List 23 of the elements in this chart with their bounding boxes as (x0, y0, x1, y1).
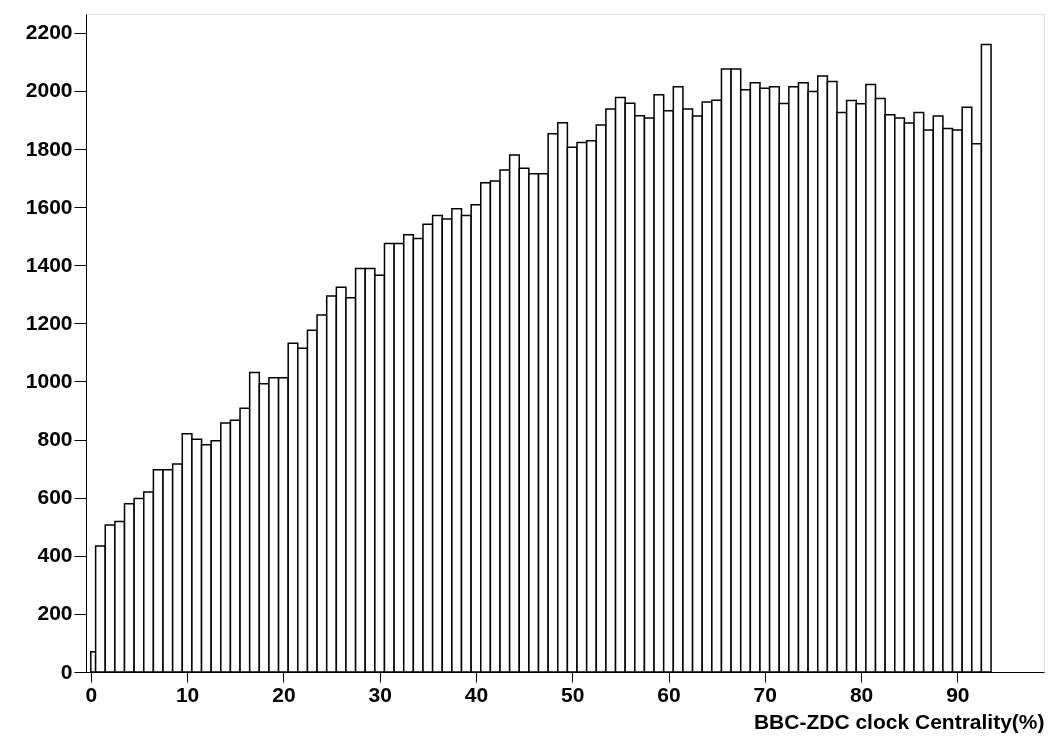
x-tick-label: 40 (464, 682, 489, 706)
y-tick-label: 1800 (25, 136, 73, 160)
y-tick-label: 400 (37, 543, 73, 567)
x-axis-title: BBC-ZDC clock Centrality(%) (753, 709, 1045, 733)
y-tick-label: 600 (37, 485, 73, 509)
x-tick-label: 20 (272, 682, 296, 706)
y-tick-label: 2200 (25, 20, 73, 44)
y-tick-label: 0 (60, 659, 73, 683)
x-tick-label: 90 (946, 682, 970, 706)
x-tick-label: 50 (561, 682, 585, 706)
y-tick-label: 1000 (25, 368, 73, 392)
x-tick-label: 80 (849, 682, 874, 706)
x-tick-label: 70 (753, 682, 777, 706)
y-tick-label: 800 (37, 427, 73, 451)
x-tick-label: 60 (657, 682, 681, 706)
x-tick-label: 10 (175, 682, 200, 706)
y-tick-label: 1400 (25, 252, 73, 276)
y-tick-label: 1200 (25, 310, 73, 334)
x-tick-label: 30 (368, 682, 392, 706)
y-tick-label: 200 (37, 601, 73, 625)
x-tick-label: 0 (85, 682, 98, 706)
y-tick-label: 1600 (25, 194, 73, 218)
y-tick-label: 2000 (25, 78, 73, 102)
